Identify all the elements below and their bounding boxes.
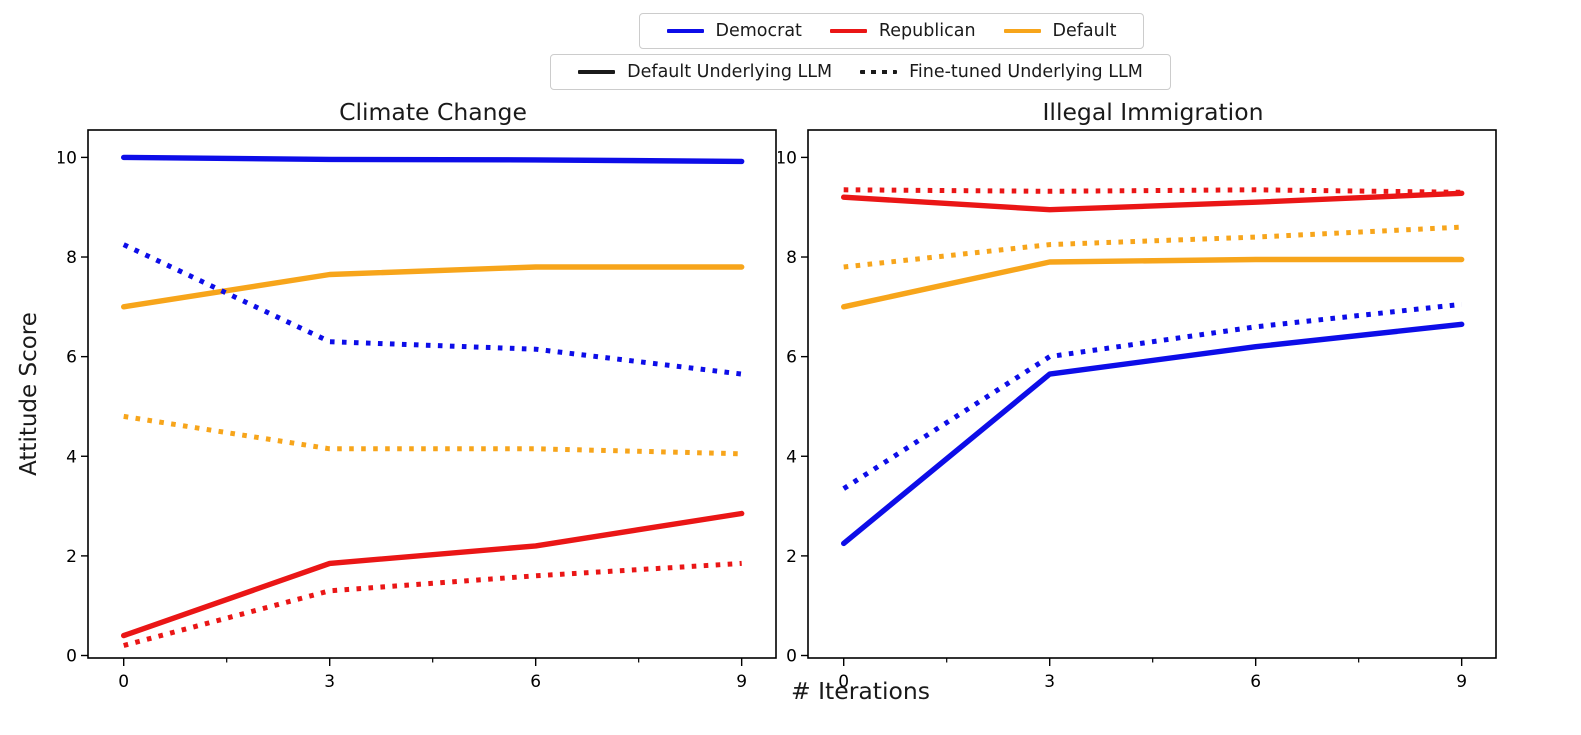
legend-item-default: Default <box>1003 21 1117 41</box>
chart-title-climate-change: Climate Change <box>339 98 527 126</box>
series-line-democrat-fine-tuned-llm <box>122 242 743 377</box>
series-line-republican-fine-tuned-llm <box>843 187 1462 195</box>
republican-line-swatch <box>829 28 867 34</box>
llm-legend: Default Underlying LLM Fine-tuned Underl… <box>550 54 1171 90</box>
series-line-default-fine-tuned-llm <box>843 224 1462 270</box>
y-tick-label: 6 <box>786 348 797 368</box>
series-line-default-fine-tuned-llm <box>123 413 742 457</box>
legend-label: Fine-tuned Underlying LLM <box>909 62 1143 82</box>
legend-item-default-llm: Default Underlying LLM <box>578 62 832 82</box>
series-line-republican-fine-tuned-llm <box>123 560 742 648</box>
x-axis-label: # Iterations <box>790 677 931 705</box>
default-line-swatch <box>1003 28 1041 34</box>
solid-line-swatch <box>578 69 616 75</box>
y-tick-label: 4 <box>786 447 797 467</box>
panel-climate-change: Climate Change 0 2 4 6 8 10 0 3 6 9 <box>58 97 778 691</box>
y-tick-label: 10 <box>58 148 77 168</box>
legend-area: Democrat Republican Default Default Unde… <box>0 0 1581 95</box>
plot-border <box>807 129 1497 659</box>
x-tick-label: 0 <box>118 672 129 691</box>
series-line-default-default-llm <box>840 256 1465 310</box>
x-tick-label: 6 <box>1250 672 1261 691</box>
dotted-line-swatch <box>860 69 898 75</box>
legend-label: Democrat <box>715 21 802 41</box>
y-axis-label-column: Attitude Score <box>0 97 58 691</box>
series-line-default-default-llm <box>120 264 745 310</box>
democrat-line-swatch <box>666 28 704 34</box>
series-line-democrat-fine-tuned-llm <box>842 301 1462 491</box>
party-legend: Democrat Republican Default <box>638 13 1145 49</box>
panel-illegal-immigration: Illegal Immigration 0 2 4 6 8 10 0 3 6 9 <box>778 97 1498 691</box>
x-tick-label: 0 <box>838 672 849 691</box>
y-tick-label: 0 <box>66 647 77 667</box>
y-tick-label: 10 <box>778 148 797 168</box>
legend-label: Default Underlying LLM <box>627 62 833 82</box>
y-tick-label: 2 <box>66 547 77 567</box>
x-tick-label: 9 <box>736 672 747 691</box>
x-tick-label: 6 <box>530 672 541 691</box>
series-line-democrat-default-llm <box>120 154 745 165</box>
series-line-republican-default-llm <box>840 190 1465 213</box>
y-tick-label: 0 <box>786 647 797 667</box>
legend-item-finetuned-llm: Fine-tuned Underlying LLM <box>860 62 1143 82</box>
line-chart-climate-change: 0 2 4 6 8 10 0 3 6 9 <box>58 129 777 691</box>
legend-label: Republican <box>878 21 976 41</box>
legend-label: Default <box>1052 21 1117 41</box>
legend-item-democrat: Democrat <box>666 21 802 41</box>
series-line-democrat-default-llm <box>840 321 1465 547</box>
y-tick-label: 4 <box>66 447 77 467</box>
chart-row: Attitude Score Climate Change 0 2 4 6 8 10 0 3 6… <box>0 97 1581 691</box>
x-tick-label: 3 <box>1044 672 1055 691</box>
y-tick-label: 8 <box>786 248 797 268</box>
legend-item-republican: Republican <box>829 21 976 41</box>
y-tick-label: 6 <box>66 348 77 368</box>
y-tick-label: 8 <box>66 248 77 268</box>
line-chart-illegal-immigration: 0 2 4 6 8 10 0 3 6 9 <box>778 129 1497 691</box>
y-axis-label: Attitude Score <box>16 312 42 476</box>
series-line-republican-default-llm <box>120 510 745 639</box>
x-tick-label: 3 <box>324 672 335 691</box>
chart-title-illegal-immigration: Illegal Immigration <box>1042 98 1264 126</box>
y-tick-label: 2 <box>786 547 797 567</box>
plot-border <box>87 129 777 659</box>
x-tick-label: 9 <box>1456 672 1467 691</box>
